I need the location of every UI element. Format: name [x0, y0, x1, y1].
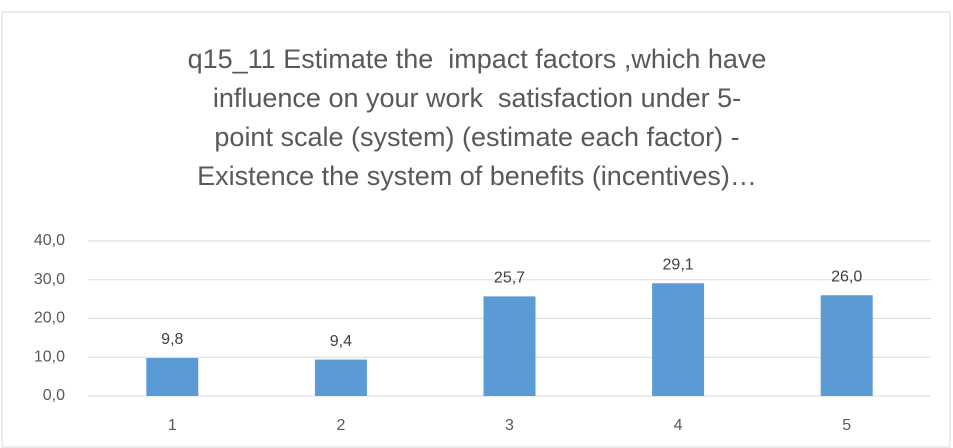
- y-tick-label: 0,0: [43, 387, 65, 404]
- x-tick-label: 4: [674, 417, 683, 434]
- bar: [146, 358, 199, 396]
- bar: [820, 295, 873, 396]
- chart-title: point scale (system) (estimate each fact…: [214, 122, 739, 152]
- chart-title: q15_11 Estimate the impact factors ,whic…: [188, 44, 767, 74]
- value-label: 26,0: [831, 268, 862, 285]
- y-tick-label: 40,0: [34, 232, 65, 249]
- value-label: 25,7: [494, 270, 525, 287]
- bar: [314, 359, 367, 396]
- y-tick-label: 10,0: [34, 348, 65, 365]
- x-tick-label: 1: [168, 417, 177, 434]
- chart-title: influence on your work satisfaction unde…: [213, 83, 741, 113]
- value-label: 29,1: [663, 256, 694, 273]
- x-tick-label: 2: [336, 417, 345, 434]
- value-label: 9,4: [330, 333, 352, 350]
- y-tick-label: 20,0: [34, 310, 65, 327]
- x-tick-label: 3: [505, 417, 514, 434]
- value-label: 9,8: [161, 331, 183, 348]
- y-tick-label: 30,0: [34, 271, 65, 288]
- bar: [483, 296, 536, 396]
- chart-frame: [1, 11, 951, 448]
- chart-title: Existence the system of benefits (incent…: [197, 161, 757, 191]
- x-tick-label: 5: [842, 417, 851, 434]
- bar: [652, 283, 705, 396]
